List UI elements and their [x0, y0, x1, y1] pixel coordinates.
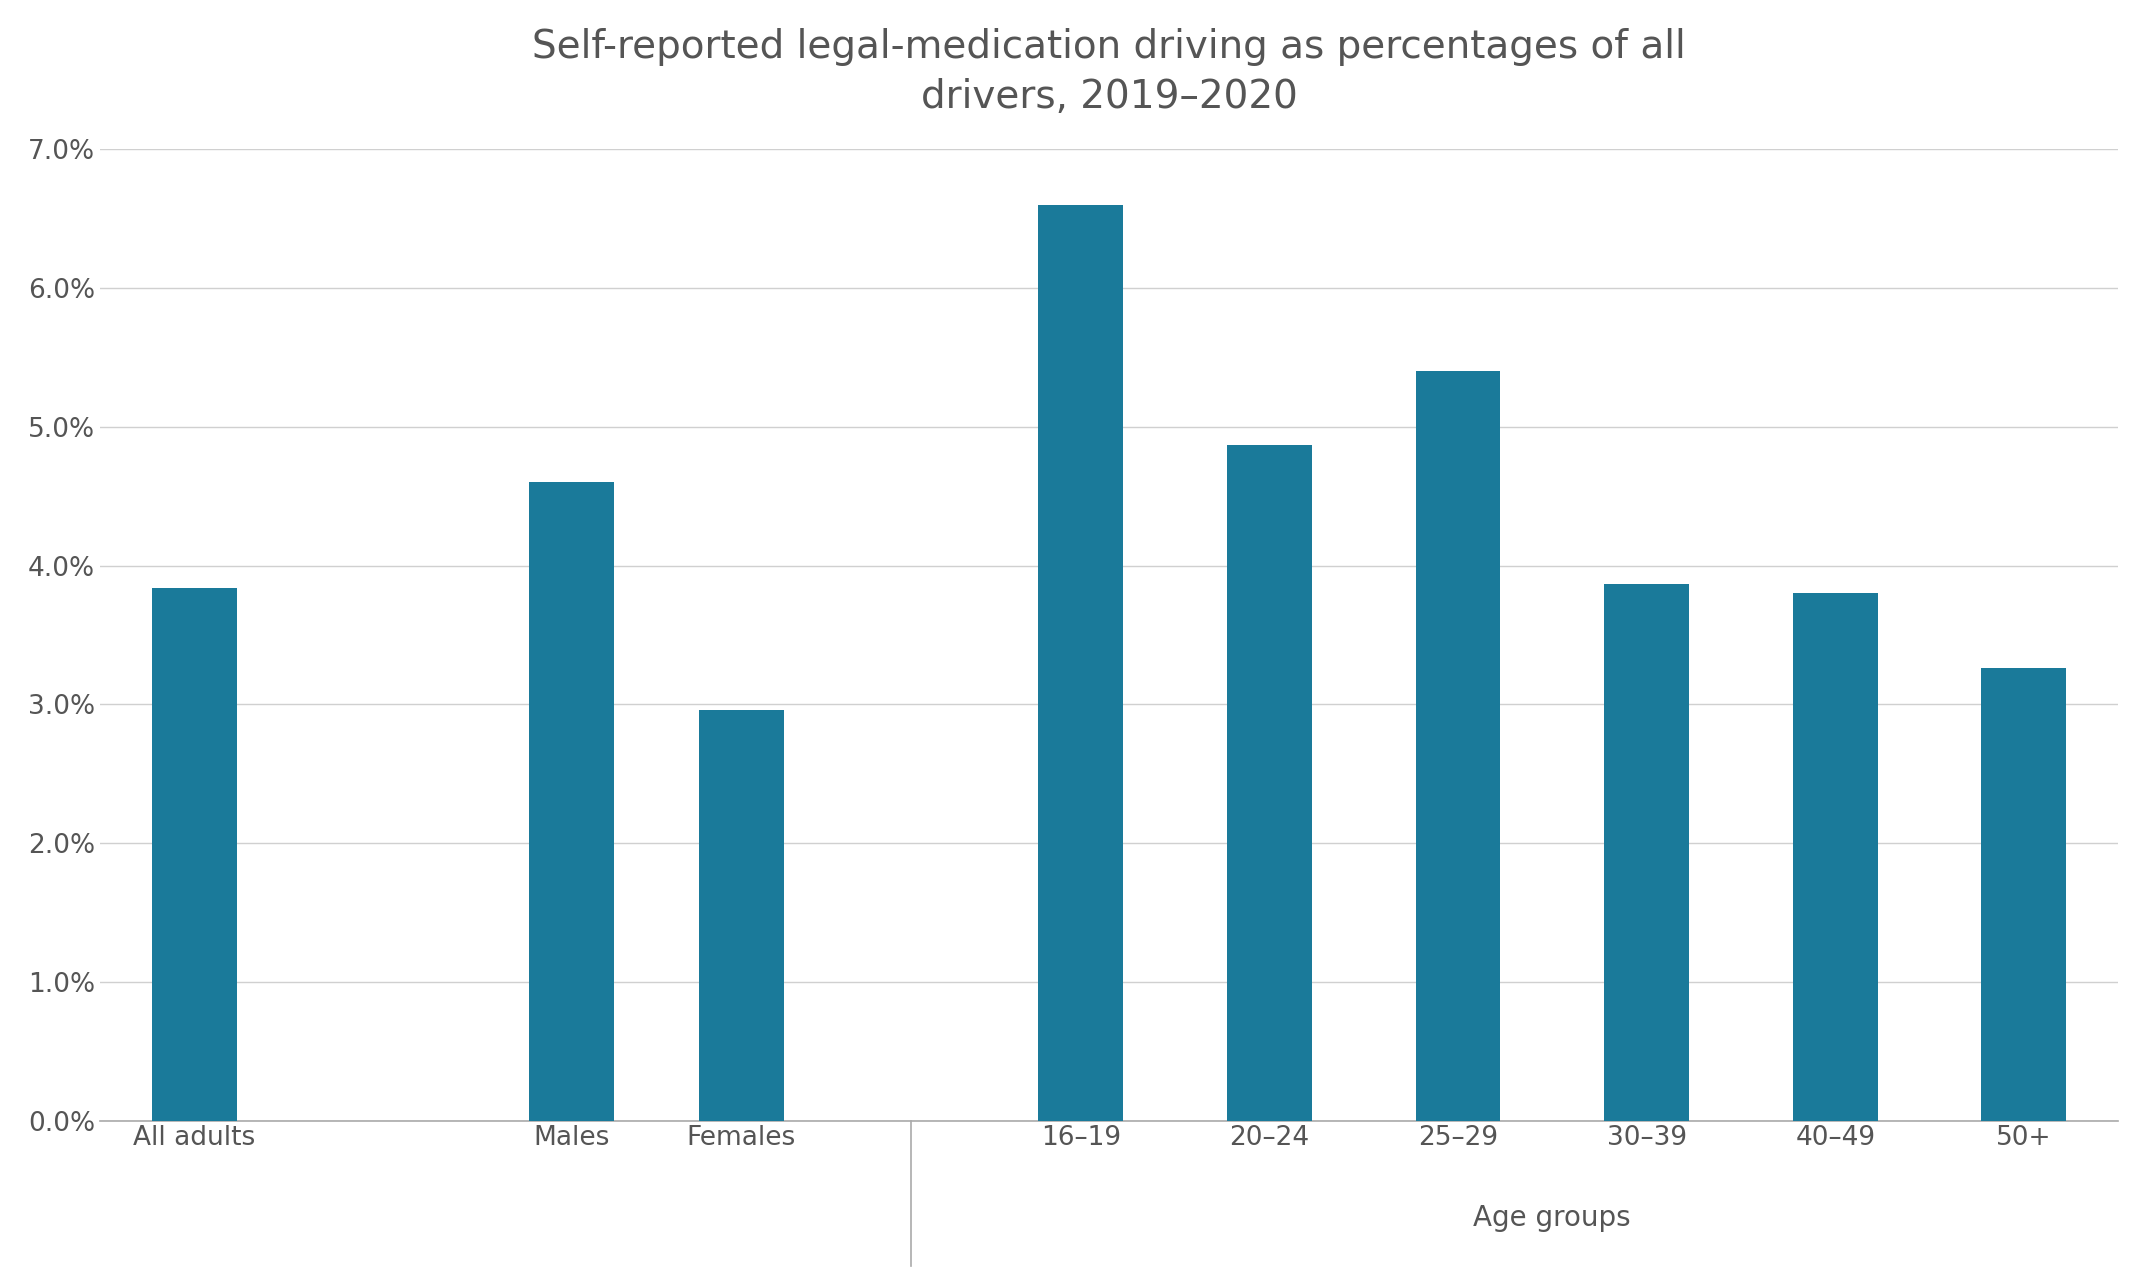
Bar — [1039, 205, 1122, 1121]
Title: Self-reported legal-medication driving as percentages of all
drivers, 2019–2020: Self-reported legal-medication driving a… — [532, 28, 1687, 116]
Bar — [1605, 583, 1689, 1121]
Bar — [700, 710, 783, 1121]
Bar — [1792, 594, 1878, 1121]
Bar — [528, 483, 614, 1121]
Bar — [1228, 444, 1311, 1121]
Text: Age groups: Age groups — [1474, 1204, 1631, 1231]
Bar — [1981, 668, 2067, 1121]
Bar — [1416, 371, 1500, 1121]
Bar — [152, 587, 236, 1121]
